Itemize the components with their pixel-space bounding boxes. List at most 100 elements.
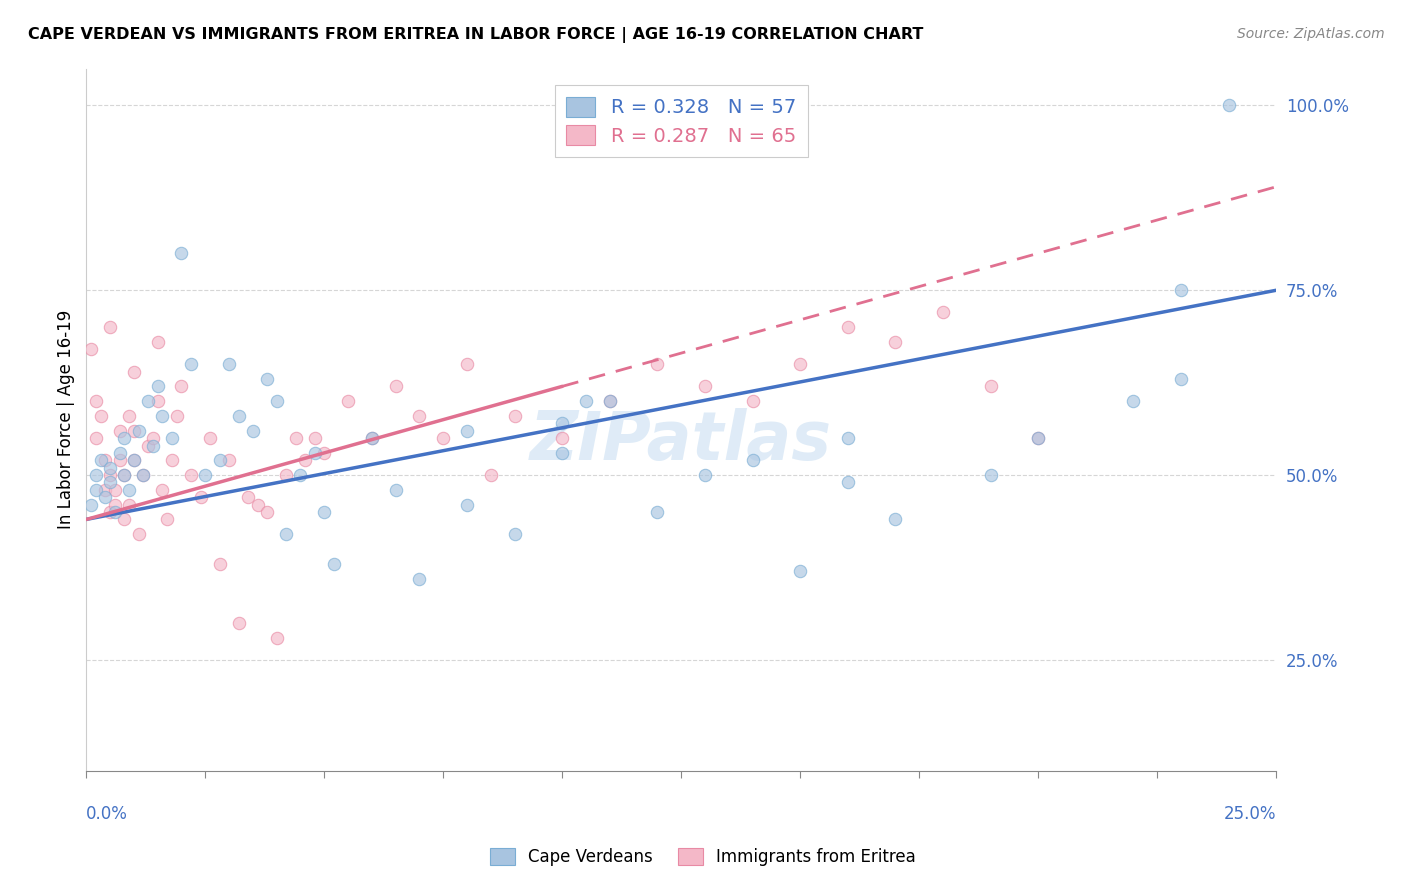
Point <box>503 527 526 541</box>
Text: CAPE VERDEAN VS IMMIGRANTS FROM ERITREA IN LABOR FORCE | AGE 16-19 CORRELATION C: CAPE VERDEAN VS IMMIGRANTS FROM ERITREA … <box>28 27 924 43</box>
Point <box>884 512 907 526</box>
Point <box>599 394 621 409</box>
Point <box>980 379 1002 393</box>
Text: Source: ZipAtlas.com: Source: ZipAtlas.com <box>1237 27 1385 41</box>
Point <box>84 468 107 483</box>
Point <box>104 498 127 512</box>
Point <box>122 453 145 467</box>
Point <box>198 431 221 445</box>
Y-axis label: In Labor Force | Age 16-19: In Labor Force | Age 16-19 <box>58 310 75 529</box>
Point <box>118 409 141 423</box>
Point <box>266 631 288 645</box>
Point <box>132 468 155 483</box>
Point <box>290 468 312 483</box>
Point <box>551 431 574 445</box>
Point <box>142 431 165 445</box>
Point <box>98 505 121 519</box>
Point <box>1170 283 1192 297</box>
Point <box>647 505 669 519</box>
Point <box>118 483 141 497</box>
Point <box>152 409 174 423</box>
Text: 0.0%: 0.0% <box>86 805 128 823</box>
Point <box>146 379 169 393</box>
Point <box>80 498 103 512</box>
Point <box>741 394 763 409</box>
Point <box>789 357 811 371</box>
Point <box>314 446 336 460</box>
Point <box>246 498 269 512</box>
Point <box>1218 98 1240 112</box>
Point <box>456 357 478 371</box>
Point <box>479 468 502 483</box>
Point <box>180 357 202 371</box>
Point <box>108 453 131 467</box>
Point <box>228 409 250 423</box>
Point <box>456 498 478 512</box>
Point <box>276 527 298 541</box>
Point <box>693 379 716 393</box>
Point <box>112 468 135 483</box>
Point <box>599 394 621 409</box>
Point <box>884 334 907 349</box>
Point <box>94 483 117 497</box>
Point <box>551 417 574 431</box>
Point <box>360 431 382 445</box>
Point <box>314 505 336 519</box>
Point <box>384 379 406 393</box>
Point <box>693 468 716 483</box>
Point <box>1122 394 1144 409</box>
Point <box>384 483 406 497</box>
Legend: Cape Verdeans, Immigrants from Eritrea: Cape Verdeans, Immigrants from Eritrea <box>482 840 924 875</box>
Point <box>1026 431 1049 445</box>
Point <box>142 438 165 452</box>
Point <box>112 431 135 445</box>
Point <box>337 394 360 409</box>
Point <box>98 460 121 475</box>
Point <box>218 453 240 467</box>
Point <box>837 431 859 445</box>
Point <box>122 365 145 379</box>
Point <box>94 453 117 467</box>
Point <box>90 409 112 423</box>
Point <box>575 394 598 409</box>
Point <box>1170 372 1192 386</box>
Point <box>108 424 131 438</box>
Point <box>118 498 141 512</box>
Point <box>128 424 150 438</box>
Point <box>190 490 212 504</box>
Point <box>104 483 127 497</box>
Point <box>408 409 430 423</box>
Point <box>208 453 231 467</box>
Point <box>236 490 259 504</box>
Point <box>647 357 669 371</box>
Point <box>456 424 478 438</box>
Point <box>837 320 859 334</box>
Point <box>94 490 117 504</box>
Point <box>146 334 169 349</box>
Point <box>160 431 183 445</box>
Point <box>242 424 264 438</box>
Point <box>160 453 183 467</box>
Point <box>98 468 121 483</box>
Text: 25.0%: 25.0% <box>1223 805 1277 823</box>
Point <box>741 453 763 467</box>
Point <box>90 453 112 467</box>
Point <box>84 394 107 409</box>
Point <box>408 572 430 586</box>
Point <box>112 468 135 483</box>
Point <box>108 446 131 460</box>
Point <box>136 438 159 452</box>
Point <box>276 468 298 483</box>
Point <box>228 615 250 630</box>
Point <box>152 483 174 497</box>
Point <box>132 468 155 483</box>
Point <box>84 431 107 445</box>
Point <box>136 394 159 409</box>
Point <box>322 557 344 571</box>
Point <box>304 431 326 445</box>
Point <box>218 357 240 371</box>
Point <box>980 468 1002 483</box>
Point <box>551 446 574 460</box>
Point <box>104 505 127 519</box>
Point <box>146 394 169 409</box>
